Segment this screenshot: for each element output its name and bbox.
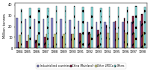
Bar [109, 7, 111, 48]
Bar [38, 8, 40, 48]
Bar [27, 41, 28, 48]
Bar [53, 37, 54, 48]
Bar [96, 22, 97, 48]
Bar [116, 33, 118, 48]
Bar [21, 9, 22, 48]
Bar [97, 30, 99, 48]
Bar [47, 8, 49, 48]
Bar [81, 34, 82, 48]
Bar [65, 6, 66, 48]
Bar [135, 6, 137, 48]
Bar [144, 7, 146, 48]
Bar [90, 34, 91, 48]
Bar [60, 19, 62, 48]
Bar [127, 7, 128, 48]
Bar [143, 32, 144, 48]
Bar [56, 6, 57, 48]
Bar [72, 34, 74, 48]
Bar [91, 7, 93, 48]
Bar [74, 6, 75, 48]
Y-axis label: Million tonnes: Million tonnes [3, 13, 7, 38]
Bar [80, 33, 81, 48]
Bar [16, 18, 18, 48]
Bar [113, 22, 115, 48]
Bar [25, 19, 27, 48]
Bar [108, 33, 109, 48]
Bar [106, 26, 108, 48]
Bar [124, 18, 125, 48]
Bar [125, 33, 127, 48]
Bar [132, 16, 134, 48]
Bar [140, 21, 141, 48]
Bar [131, 22, 132, 48]
Bar [63, 34, 65, 48]
Bar [100, 8, 102, 48]
Bar [44, 37, 46, 48]
Bar [71, 34, 72, 48]
Legend: Industrialized countries, China (Mainland), Other LIFDCs, Others: Industrialized countries, China (Mainlan… [36, 63, 126, 68]
Bar [18, 42, 19, 48]
Bar [87, 22, 88, 48]
Bar [141, 14, 143, 48]
Bar [115, 21, 116, 48]
Bar [54, 34, 56, 48]
Bar [51, 18, 53, 48]
Bar [30, 8, 31, 48]
Bar [69, 20, 71, 48]
Bar [46, 34, 47, 48]
Bar [35, 40, 37, 48]
Bar [34, 19, 35, 48]
Bar [19, 35, 21, 48]
Bar [105, 22, 106, 48]
Bar [43, 19, 44, 48]
Bar [88, 32, 90, 48]
Bar [62, 36, 63, 48]
Bar [134, 33, 135, 48]
Bar [122, 22, 124, 48]
Bar [118, 7, 119, 48]
Bar [99, 34, 100, 48]
Bar [37, 35, 38, 48]
Bar [82, 7, 84, 48]
Bar [28, 35, 30, 48]
Bar [78, 21, 80, 48]
